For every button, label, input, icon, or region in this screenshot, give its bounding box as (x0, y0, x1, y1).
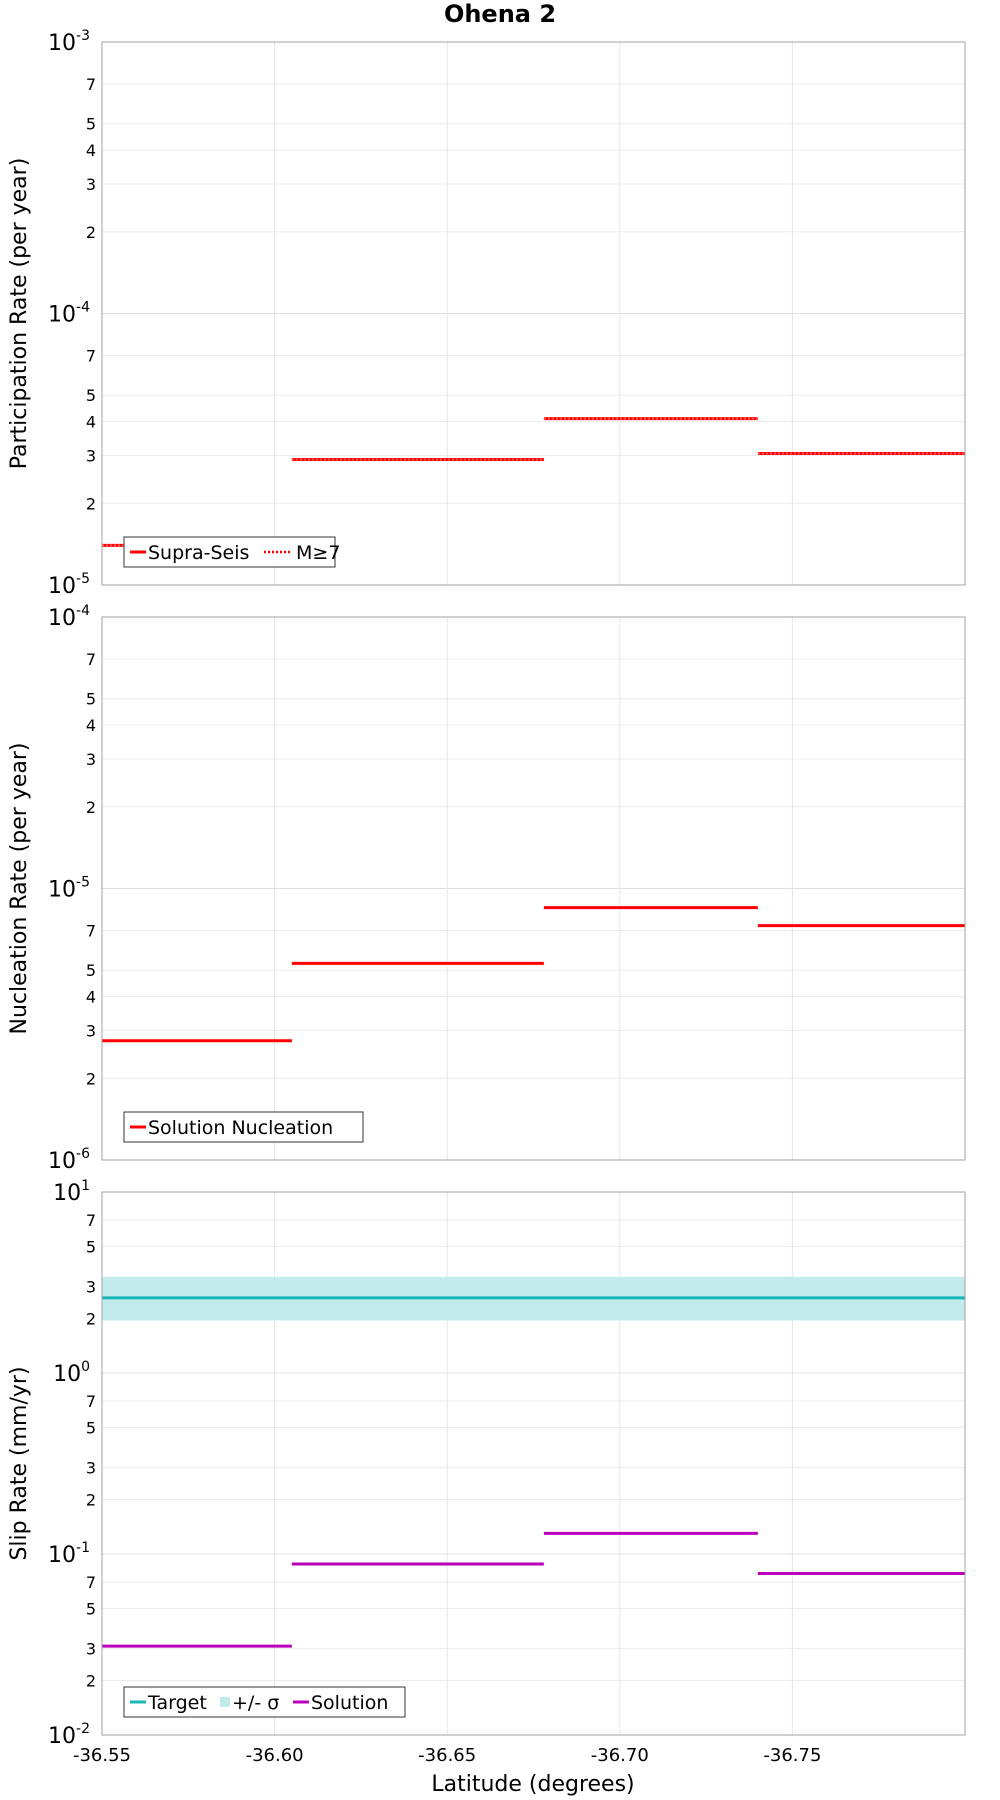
y-tick-label-minor: 5 (86, 1599, 96, 1618)
y-tick-label: 10-3 (48, 28, 90, 56)
x-tick-label: -36.70 (591, 1745, 649, 1766)
legend: Supra-Seis M≥7 (123, 536, 340, 568)
legend-label: M≥7 (296, 542, 340, 564)
legend-label: Supra-Seis (148, 542, 249, 564)
panel-3: 101 100 10-1 10-2 7 5 3 2 7 5 3 2 7 5 3 2 Slip Rate (mm/… (7, 1178, 966, 1766)
y-tick-label-minor: 5 (86, 1418, 96, 1437)
y-tick-label-minor: 2 (86, 798, 96, 817)
y-tick-label-minor: 5 (86, 1237, 96, 1256)
y-tick-label-minor: 4 (86, 141, 96, 160)
y-tick-label-minor: 7 (86, 922, 96, 941)
y-tick-label-minor: 5 (86, 690, 96, 709)
panel-2: 10-4 10-5 10-6 7 5 4 3 2 7 5 4 3 2 Nucleation Rate (p… (7, 603, 966, 1174)
legend-box (123, 536, 336, 568)
y-tick-label-minor: 3 (86, 446, 96, 465)
plot-frame (101, 616, 966, 1161)
plot-frame (101, 1191, 966, 1736)
legend-label: Solution (311, 1692, 388, 1714)
legend-label: +/- σ (232, 1692, 279, 1714)
y-tick-label: 10-4 (48, 603, 90, 631)
legend-swatch-band (220, 1697, 230, 1707)
y-tick-label-minor: 7 (86, 75, 96, 94)
y-tick-label: 10-5 (48, 875, 90, 903)
y-tick-label-minor: 2 (86, 1491, 96, 1510)
legend-label: Solution Nucleation (148, 1117, 333, 1139)
y-tick-label-minor: 7 (86, 1573, 96, 1592)
y-tick-label-minor: 3 (86, 1640, 96, 1659)
y-tick-label-minor: 2 (86, 1310, 96, 1329)
x-axis-label: Latitude (degrees) (431, 1772, 634, 1797)
x-tick-label: -36.75 (763, 1745, 821, 1766)
plot-frame (101, 41, 966, 586)
x-tick-label: -36.60 (246, 1745, 304, 1766)
legend-box (123, 1111, 364, 1143)
y-tick-label-minor: 7 (86, 1392, 96, 1411)
y-tick-label-minor: 5 (86, 386, 96, 405)
y-tick-label-minor: 3 (86, 175, 96, 194)
y-tick-label-minor: 4 (86, 988, 96, 1007)
y-tick-label-minor: 4 (86, 413, 96, 432)
x-tick-label: -36.55 (73, 1745, 131, 1766)
legend: Target +/- σ Solution (123, 1686, 406, 1718)
y-tick-label-minor: 7 (86, 1211, 96, 1230)
legend: Solution Nucleation (123, 1111, 364, 1143)
y-tick-label-minor: 3 (86, 1459, 96, 1478)
y-tick-label-minor: 5 (86, 115, 96, 134)
x-tick-label: -36.65 (418, 1745, 476, 1766)
legend-box (123, 1686, 406, 1718)
y-tick-label: 10-2 (48, 1721, 90, 1749)
plot-area (102, 1192, 965, 1735)
y-tick-label: 10-1 (48, 1540, 90, 1568)
y-tick-label: 101 (53, 1178, 90, 1206)
y-tick-label-minor: 5 (86, 961, 96, 980)
y-tick-label-minor: 2 (86, 223, 96, 242)
y-tick-label: 10-6 (48, 1146, 90, 1174)
y-tick-label-minor: 7 (86, 650, 96, 669)
y-axis-label: Nucleation Rate (per year) (7, 743, 32, 1035)
y-tick-label-minor: 3 (86, 1021, 96, 1040)
y-tick-label-minor: 2 (86, 1672, 96, 1691)
legend-label: Target (147, 1692, 207, 1714)
y-tick-label-minor: 7 (86, 347, 96, 366)
y-tick-label-minor: 3 (86, 1278, 96, 1297)
y-tick-label-minor: 2 (86, 494, 96, 513)
panel-1: 10-3 10-4 10-5 7 5 4 3 2 7 5 4 3 2 Participation Rate… (7, 28, 966, 599)
y-axis-label: Slip Rate (mm/yr) (7, 1366, 32, 1560)
y-tick-label-minor: 3 (86, 750, 96, 769)
y-tick-label: 10-4 (48, 300, 90, 328)
y-axis-label: Participation Rate (per year) (7, 158, 32, 470)
y-tick-label: 100 (53, 1359, 90, 1387)
y-tick-label-minor: 2 (86, 1069, 96, 1088)
y-tick-label: 10-5 (48, 571, 90, 599)
y-tick-label-minor: 4 (86, 716, 96, 735)
chart-title: Ohena 2 (444, 0, 556, 28)
